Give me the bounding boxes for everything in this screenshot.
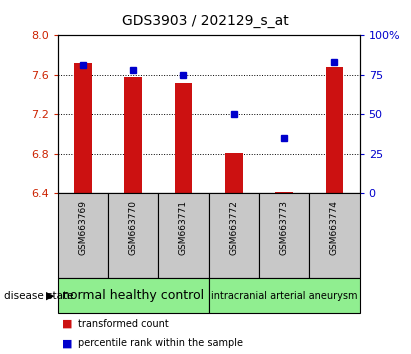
Text: GSM663769: GSM663769 — [78, 200, 87, 255]
Text: ■: ■ — [62, 338, 72, 348]
Text: GSM663770: GSM663770 — [129, 200, 138, 255]
Text: GSM663773: GSM663773 — [279, 200, 289, 255]
Text: ▶: ▶ — [46, 291, 55, 301]
Bar — [209, 193, 259, 278]
Bar — [74, 63, 92, 193]
Bar — [58, 193, 108, 278]
Text: ■: ■ — [62, 319, 72, 329]
Text: transformed count: transformed count — [78, 319, 169, 329]
Text: disease state: disease state — [4, 291, 74, 301]
Text: GSM663771: GSM663771 — [179, 200, 188, 255]
Bar — [259, 193, 309, 278]
Bar — [175, 82, 192, 193]
Text: intracranial arterial aneurysm: intracranial arterial aneurysm — [211, 291, 357, 301]
Bar — [124, 77, 142, 193]
Bar — [58, 278, 209, 313]
Bar — [158, 193, 209, 278]
Text: GSM663772: GSM663772 — [229, 200, 238, 255]
Bar — [108, 193, 158, 278]
Text: GSM663774: GSM663774 — [330, 200, 339, 255]
Bar — [309, 193, 360, 278]
Bar — [225, 153, 242, 193]
Bar — [326, 67, 343, 193]
Text: normal healthy control: normal healthy control — [62, 289, 204, 302]
Bar — [209, 278, 360, 313]
Text: GDS3903 / 202129_s_at: GDS3903 / 202129_s_at — [122, 14, 289, 28]
Text: percentile rank within the sample: percentile rank within the sample — [78, 338, 243, 348]
Bar — [275, 192, 293, 193]
